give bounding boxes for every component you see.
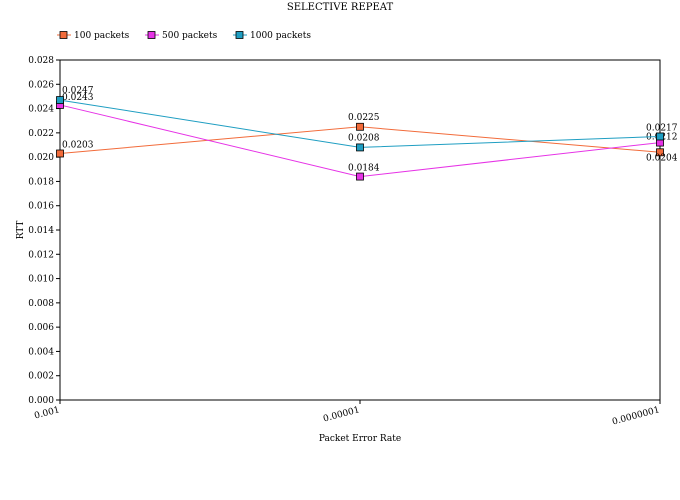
data-point <box>356 172 364 181</box>
x-axis: 0.001 0.00001 0.0000001 <box>33 400 661 427</box>
y-tick-label: 0.018 <box>28 177 54 187</box>
legend-label: 1000 packets <box>250 31 311 41</box>
y-tick-label: 0.016 <box>28 202 54 212</box>
y-tick-label: 0.012 <box>28 250 54 260</box>
x-tick-label: 0.00001 <box>322 405 361 424</box>
y-tick-label: 0.002 <box>28 372 54 382</box>
data-point <box>56 96 64 104</box>
y-tick-label: 0.008 <box>28 299 54 309</box>
legend-item: 500 packets <box>145 31 218 41</box>
data-point <box>656 148 664 157</box>
series-100-packets: 0.0203 0.0225 0.0204 <box>56 113 678 163</box>
data-label: 0.0217 <box>646 124 678 134</box>
y-tick-label: 0.006 <box>28 323 54 333</box>
x-tick-label: 0.0000001 <box>611 405 661 427</box>
legend-item: 1000 packets <box>233 31 311 41</box>
y-tick-label: 0.026 <box>28 80 54 90</box>
data-label: 0.0243 <box>62 93 94 103</box>
legend-marker <box>147 31 156 39</box>
y-tick-label: 0.004 <box>28 347 54 357</box>
data-label: 0.0247 <box>62 86 94 96</box>
legend-label: 100 packets <box>74 31 130 41</box>
legend: 100 packets 500 packets 1000 packets <box>57 31 311 41</box>
data-point <box>56 149 64 158</box>
plot-area <box>59 59 661 401</box>
y-axis-title: RTT <box>16 221 26 240</box>
series-layer: 0.02030.02250.02040.02430.01840.02120.02… <box>56 86 678 181</box>
data-label: 0.0184 <box>348 164 380 174</box>
y-tick-label: 0.022 <box>28 129 54 139</box>
data-point <box>356 122 364 131</box>
series-1000-packets: 0.0247 0.0208 0.0217 <box>56 86 678 152</box>
y-tick-label: 0.000 <box>28 396 54 406</box>
data-point <box>356 143 364 152</box>
legend-item: 100 packets <box>57 31 130 41</box>
chart-title: SELECTIVE REPEAT <box>287 2 394 13</box>
legend-marker <box>235 31 244 39</box>
y-tick-label: 0.028 <box>28 56 54 66</box>
y-tick-label: 0.010 <box>28 275 54 285</box>
data-label: 0.0203 <box>62 141 94 151</box>
y-tick-label: 0.014 <box>28 226 54 236</box>
y-axis: 0.000 0.002 0.004 0.006 0.008 0.010 0.012 0.014… <box>28 56 60 406</box>
legend-marker <box>59 31 68 39</box>
data-point <box>656 132 664 141</box>
legend-label: 500 packets <box>162 31 218 41</box>
x-axis-title: Packet Error Rate <box>319 434 401 444</box>
data-label: 0.0208 <box>348 133 380 143</box>
data-label: 0.0204 <box>646 153 678 163</box>
y-tick-label: 0.024 <box>28 105 54 115</box>
y-tick-label: 0.020 <box>28 153 54 163</box>
data-label: 0.0225 <box>348 113 380 123</box>
x-tick-label: 0.001 <box>33 405 60 421</box>
